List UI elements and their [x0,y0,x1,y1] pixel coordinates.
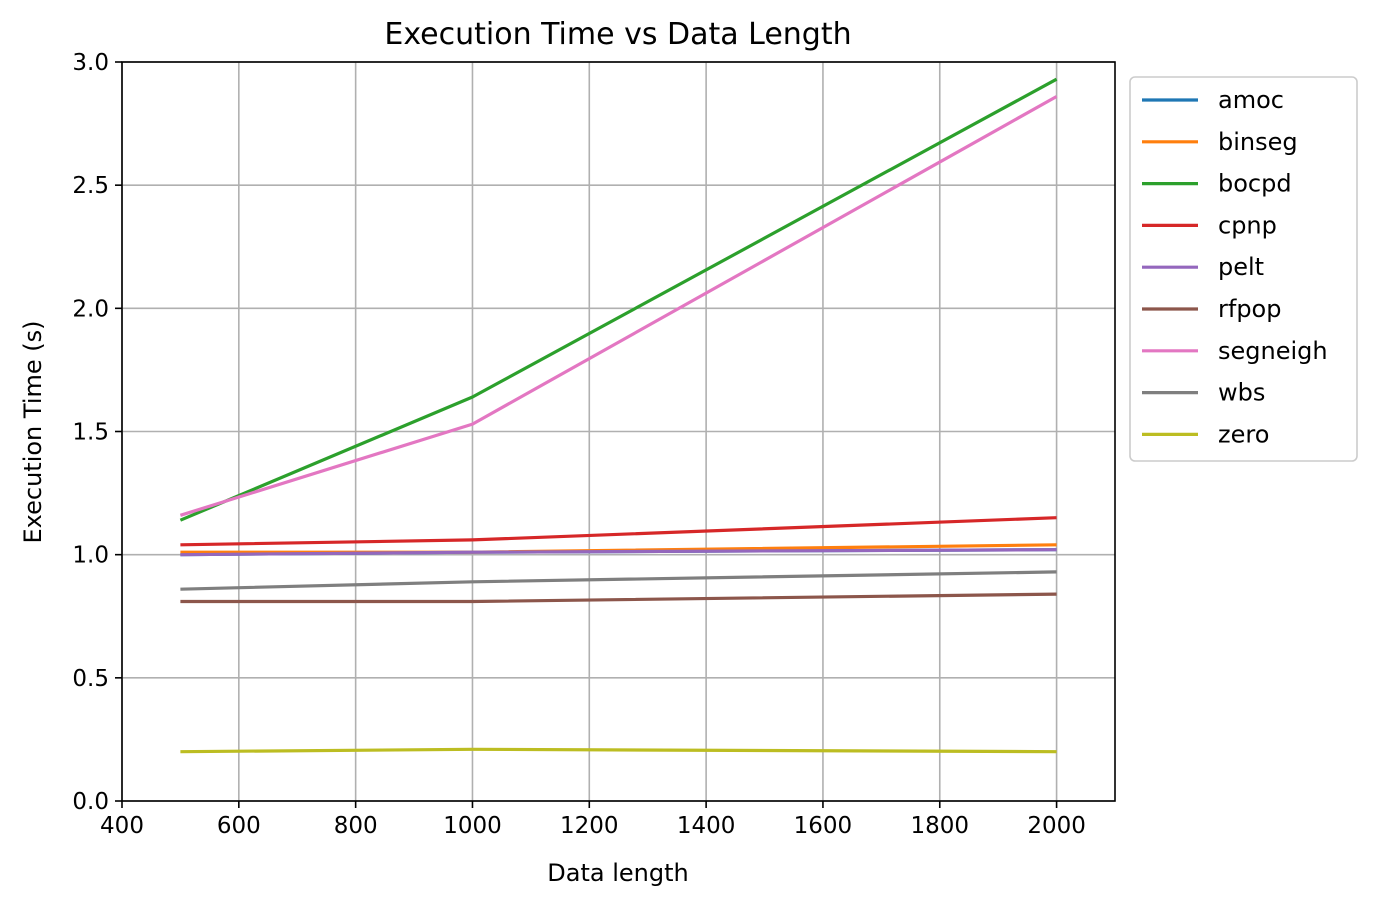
legend-label-zero: zero [1218,420,1269,448]
x-axis-ticks: 400 600 800 1000 1200 1400 1600 1800 2000 [100,801,1086,839]
series-line-cpnp [180,516,1057,547]
x-tick-label: 1000 [443,813,502,839]
x-tick-label: 1600 [794,813,853,839]
x-tick-label: 1200 [560,813,619,839]
x-tick-label: 1400 [677,813,736,839]
legend-label-binseg: binseg [1218,128,1298,156]
series-line-pelt [180,548,1057,557]
legend-label-rfpop: rfpop [1218,295,1281,323]
series-line-rfpop [180,592,1057,604]
legend-label-bocpd: bocpd [1218,170,1292,198]
series-line-wbs [180,570,1057,591]
y-tick-label: 0.5 [72,666,109,692]
x-tick-label: 800 [334,813,378,839]
y-tick-label: 2.5 [72,173,109,199]
series-lines [179,77,1058,754]
y-axis-label: Execution Time (s) [19,321,47,544]
x-tick-label: 600 [217,813,261,839]
legend-label-pelt: pelt [1218,253,1264,281]
x-tick-label: 1800 [910,813,969,839]
chart-title: Execution Time vs Data Length [384,17,851,52]
legend-frame [1129,76,1358,462]
y-tick-label: 1.0 [72,543,109,569]
series-line-segneigh [179,95,1058,517]
x-axis-label: Data length [547,859,688,887]
y-tick-label: 2.0 [72,296,109,322]
legend-label-cpnp: cpnp [1218,211,1277,239]
y-tick-label: 0.0 [72,789,109,815]
y-tick-label: 3.0 [72,50,109,76]
legend-label-amoc: amoc [1218,86,1284,114]
legend: amoc binseg bocpd cpnp pelt rfpop segneigh wbs z… [1129,76,1358,462]
y-axis-ticks: 0.0 0.5 1.0 1.5 2.0 2.5 3.0 [72,50,122,815]
series-line-bocpd [179,77,1058,522]
legend-label-segneigh: segneigh [1218,337,1328,365]
legend-label-wbs: wbs [1218,379,1265,407]
legend-items: amoc binseg bocpd cpnp pelt rfpop segneigh wbs z… [1142,86,1328,448]
x-tick-label: 400 [100,813,144,839]
series-line-zero [180,747,1057,754]
y-tick-label: 1.5 [72,420,109,446]
x-tick-label: 2000 [1027,813,1086,839]
